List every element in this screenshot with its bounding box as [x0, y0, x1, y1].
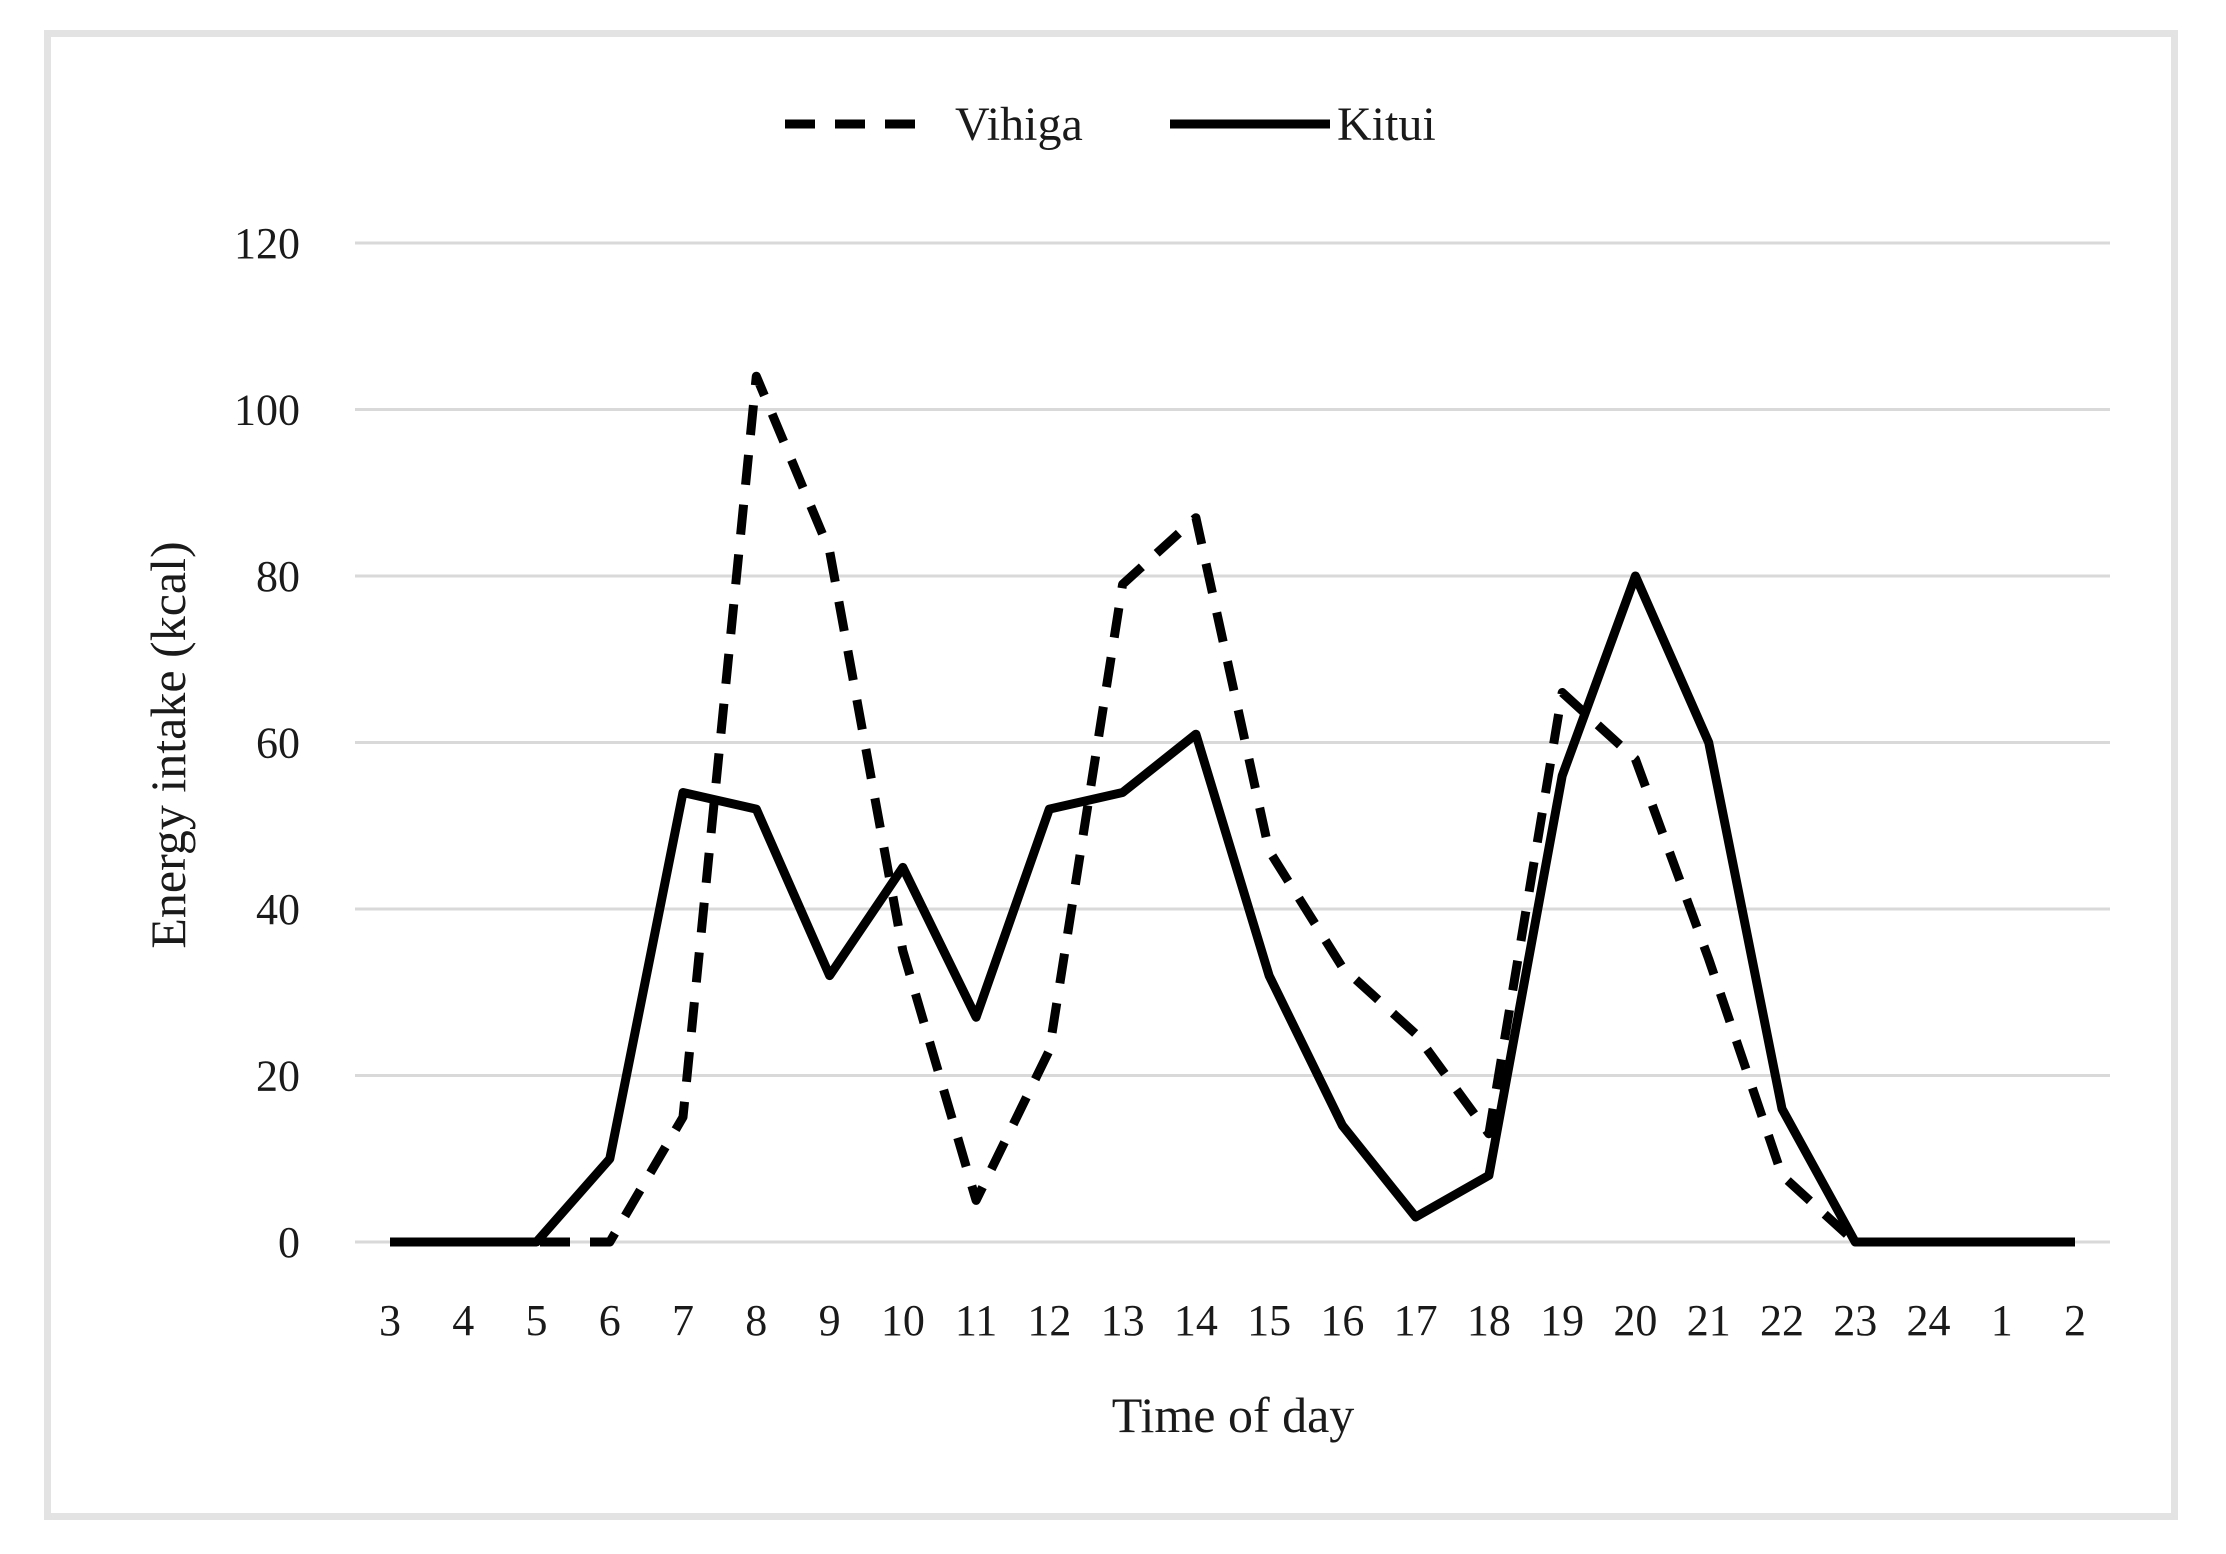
series-line-kitui — [390, 571, 2075, 1247]
x-tick-label: 1 — [1991, 1296, 2013, 1345]
x-tick-label: 21 — [1687, 1296, 1731, 1345]
x-tick-label: 10 — [881, 1296, 925, 1345]
y-tick-label: 0 — [278, 1218, 300, 1267]
x-tick-label: 22 — [1760, 1296, 1804, 1345]
x-tick-label: 23 — [1833, 1296, 1877, 1345]
y-tick-label: 120 — [234, 219, 300, 268]
x-axis-title: Time of day — [1112, 1387, 1355, 1443]
legend-label-kitui: Kitui — [1337, 98, 1436, 151]
y-tick-label: 40 — [256, 885, 300, 934]
y-tick-label: 100 — [234, 386, 300, 435]
x-tick-label: 15 — [1247, 1296, 1291, 1345]
x-tick-label: 16 — [1320, 1296, 1364, 1345]
x-tick-label: 4 — [452, 1296, 474, 1345]
x-tick-label: 8 — [745, 1296, 767, 1345]
x-tick-label: 3 — [379, 1296, 401, 1345]
x-tick-label: 9 — [819, 1296, 841, 1345]
x-tick-label: 19 — [1540, 1296, 1584, 1345]
series-line-vihiga — [390, 371, 2075, 1247]
x-tick-label: 2 — [2064, 1296, 2086, 1345]
gridlines — [355, 241, 2110, 1244]
y-tick-label: 60 — [256, 719, 300, 768]
x-tick-label: 6 — [599, 1296, 621, 1345]
y-tick-label: 20 — [256, 1052, 300, 1101]
x-tick-label: 11 — [955, 1296, 997, 1345]
y-tick-labels: 0 20 40 60 80 100 120 — [234, 219, 300, 1267]
legend: Vihiga Kitui — [785, 98, 1436, 151]
x-tick-labels: 3 4 5 6 7 8 9 10 11 12 13 14 15 16 17 18 19 20 21 22 23 24 1 2 — [379, 1296, 2086, 1345]
x-tick-label: 18 — [1467, 1296, 1511, 1345]
chart-frame — [44, 30, 2178, 1520]
x-tick-label: 7 — [672, 1296, 694, 1345]
x-tick-label: 13 — [1101, 1296, 1145, 1345]
series-lines — [390, 371, 2075, 1247]
y-axis-title: Energy intake (kcal) — [140, 541, 196, 948]
x-tick-label: 20 — [1613, 1296, 1657, 1345]
x-tick-label: 12 — [1027, 1296, 1071, 1345]
x-tick-label: 17 — [1394, 1296, 1438, 1345]
x-tick-label: 24 — [1906, 1296, 1950, 1345]
y-tick-label: 80 — [256, 552, 300, 601]
x-tick-label: 14 — [1174, 1296, 1218, 1345]
legend-label-vihiga: Vihiga — [955, 98, 1083, 151]
x-tick-label: 5 — [526, 1296, 548, 1345]
